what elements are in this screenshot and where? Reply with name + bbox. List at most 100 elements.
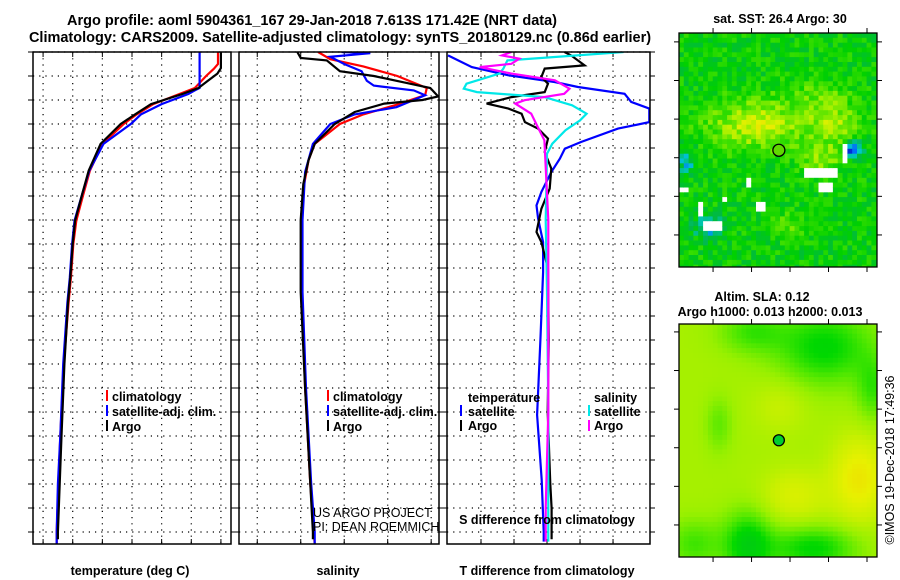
heatmap-cell xyxy=(756,391,762,397)
heatmap-cell xyxy=(871,468,877,475)
heatmap-cell xyxy=(756,250,762,256)
heatmap-cell xyxy=(679,531,685,537)
heatmap-cell xyxy=(765,124,771,131)
heatmap-cell xyxy=(717,62,723,68)
heatmap-cell xyxy=(799,425,805,431)
heatmap-cell xyxy=(799,372,805,378)
heatmap-cell xyxy=(837,124,844,131)
heatmap-cell xyxy=(760,134,767,140)
heatmap-cell xyxy=(683,391,690,397)
heatmap-cell xyxy=(799,86,805,92)
heatmap-cell xyxy=(693,153,699,160)
heatmap-cell xyxy=(857,348,863,354)
heatmap-cell xyxy=(866,555,872,557)
heatmap-cell xyxy=(731,211,738,217)
heatmap-cell xyxy=(813,81,820,87)
heatmap-cell xyxy=(679,488,685,494)
heatmap-cell xyxy=(852,410,858,417)
heatmap-cell xyxy=(871,163,877,169)
heatmap-cell xyxy=(857,410,863,417)
heatmap-cell xyxy=(770,372,776,378)
heatmap-cell xyxy=(736,507,743,513)
heatmap-cell xyxy=(751,124,757,131)
heatmap-cell xyxy=(770,367,776,373)
heatmap-cell xyxy=(679,517,685,523)
heatmap-cell xyxy=(717,483,723,489)
heatmap-cell xyxy=(683,473,690,479)
heatmap-cell xyxy=(765,430,771,436)
heatmap-cell xyxy=(741,201,747,208)
heatmap-cell xyxy=(693,324,699,330)
heatmap-cell xyxy=(852,348,858,354)
legend-label-s-satellite: satellite xyxy=(594,405,641,419)
heatmap-cell xyxy=(722,134,728,140)
heatmap-cell xyxy=(784,444,791,451)
heatmap-cell xyxy=(832,550,839,557)
heatmap-cell xyxy=(861,226,868,232)
heatmap-cell xyxy=(808,502,815,508)
heatmap-cell xyxy=(828,182,834,188)
heatmap-cell xyxy=(707,62,714,68)
heatmap-cell xyxy=(722,464,728,470)
heatmap-cell xyxy=(727,333,733,340)
heatmap-cell xyxy=(799,338,805,344)
heatmap-cell xyxy=(818,52,824,58)
heatmap-cell xyxy=(847,550,853,557)
heatmap-cell xyxy=(857,163,863,169)
heatmap-cell xyxy=(780,406,786,412)
heatmap-cell xyxy=(746,391,752,397)
heatmap-cell xyxy=(861,90,868,97)
heatmap-cell xyxy=(780,488,786,494)
heatmap-cell xyxy=(688,555,694,557)
heatmap-cell xyxy=(832,444,839,451)
heatmap-cell xyxy=(770,362,776,368)
heatmap-cell xyxy=(866,264,872,267)
heatmap-cell xyxy=(837,357,844,364)
heatmap-cell xyxy=(837,163,844,169)
heatmap-cell xyxy=(828,372,834,378)
heatmap-cell xyxy=(847,255,853,261)
heatmap-cell xyxy=(707,473,714,479)
heatmap-cell xyxy=(808,182,815,188)
t-difference-xlabel: T difference from climatology xyxy=(459,564,634,578)
heatmap-cell xyxy=(847,492,853,499)
heatmap-cell xyxy=(832,226,839,232)
plot-frame xyxy=(238,51,440,545)
heatmap-cell xyxy=(784,240,791,246)
heatmap-cell xyxy=(751,240,757,246)
heatmap-cell xyxy=(712,177,719,184)
heatmap-cell xyxy=(832,90,839,97)
heatmap-cell xyxy=(852,110,858,116)
heatmap-cell xyxy=(789,187,795,193)
heatmap-cell xyxy=(832,105,839,111)
heatmap-cell xyxy=(837,430,844,436)
heatmap-cell xyxy=(813,420,820,426)
heatmap-cell xyxy=(857,362,863,368)
heatmap-cell xyxy=(707,230,714,237)
heatmap-cell xyxy=(861,473,868,479)
heatmap-cell xyxy=(679,425,685,431)
heatmap-cell xyxy=(727,66,733,73)
heatmap-cell xyxy=(736,201,743,208)
heatmap-cell xyxy=(741,338,747,344)
heatmap-cell xyxy=(852,187,858,193)
heatmap-cell xyxy=(847,372,853,378)
heatmap-cell xyxy=(857,115,863,121)
heatmap-cell xyxy=(746,362,752,368)
heatmap-cell xyxy=(794,264,800,267)
heatmap-cell xyxy=(712,206,719,213)
heatmap-cell xyxy=(837,47,844,53)
heatmap-cell xyxy=(837,192,844,198)
heatmap-cell xyxy=(693,444,699,451)
heatmap-cell xyxy=(707,541,714,547)
heatmap-cell xyxy=(847,415,853,422)
heatmap-cell xyxy=(712,144,719,150)
heatmap-cell xyxy=(818,139,824,145)
heatmap-cell xyxy=(828,206,834,213)
heatmap-cell xyxy=(775,536,781,542)
heatmap-cell xyxy=(847,105,853,111)
heatmap-cell xyxy=(727,173,733,179)
heatmap-cell xyxy=(707,353,714,359)
heatmap-cell xyxy=(818,148,824,155)
heatmap-cell xyxy=(818,119,824,126)
